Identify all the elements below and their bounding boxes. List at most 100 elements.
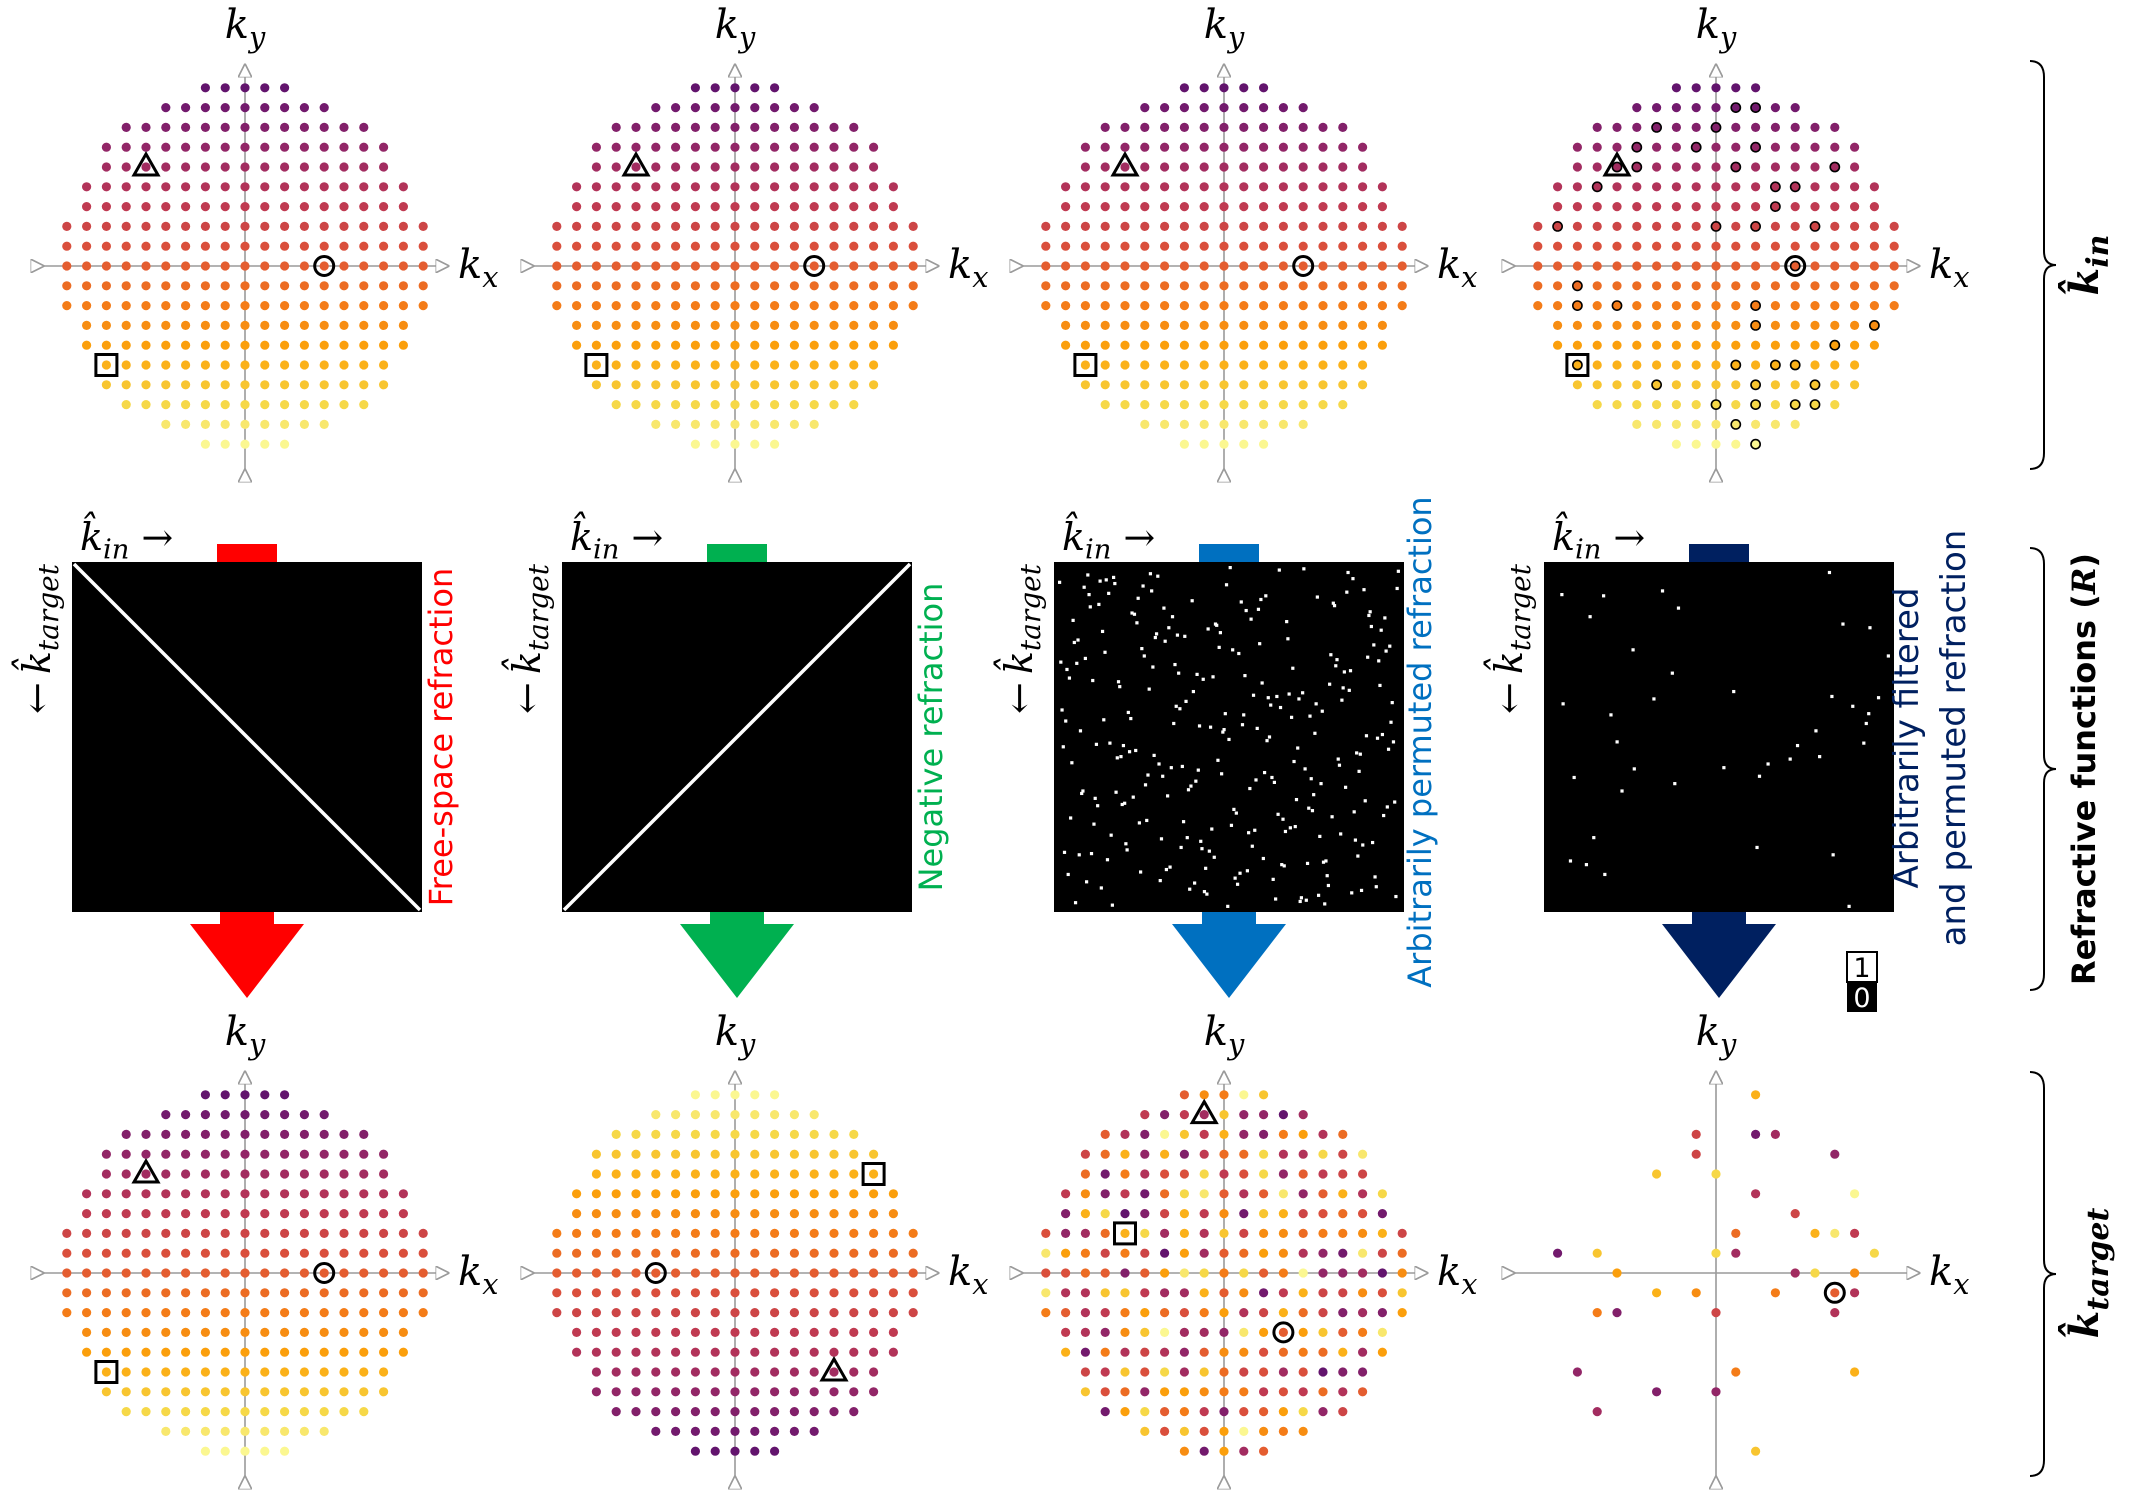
k-point: [1061, 281, 1071, 291]
k-point: [651, 340, 661, 350]
k-point: [181, 400, 191, 410]
k-point: [1592, 122, 1602, 132]
matrix-entry: [1201, 677, 1205, 681]
k-point: [1100, 162, 1110, 172]
k-point: [809, 221, 819, 231]
matrix-entry: [1070, 761, 1074, 765]
k-point: [1219, 182, 1229, 192]
k-point: [1298, 1367, 1308, 1377]
k-point: [1179, 1446, 1189, 1456]
k-point: [1120, 281, 1130, 291]
k-point: [829, 301, 839, 311]
matrix-entry: [1251, 693, 1256, 697]
matrix-entry: [1266, 696, 1270, 700]
k-point: [339, 1129, 349, 1139]
k-point: [240, 1268, 250, 1278]
k-point: [62, 221, 72, 231]
k-point: [319, 142, 329, 152]
k-point: [260, 1446, 270, 1456]
k-point: [141, 301, 151, 311]
k-point: [220, 1129, 230, 1139]
k-point: [1298, 1308, 1308, 1318]
k-point: [1140, 320, 1150, 330]
k-point: [730, 1446, 740, 1456]
matrix-entry: [1161, 774, 1165, 778]
k-point: [1731, 241, 1741, 251]
k-point: [1100, 301, 1110, 311]
k-point: [141, 1228, 151, 1238]
k-point: [1179, 122, 1189, 132]
k-point: [710, 241, 720, 251]
k-point: [1731, 221, 1741, 231]
k-point: [379, 162, 389, 172]
k-point: [1731, 281, 1741, 291]
k-point: [1789, 399, 1801, 410]
k-point: [710, 1090, 720, 1100]
k-point: [121, 1387, 131, 1397]
k-point: [299, 1288, 309, 1298]
k-point: [62, 1308, 72, 1318]
output-arrow-shaft: [710, 912, 764, 924]
k-point: [1179, 182, 1189, 192]
k-point: [398, 1347, 408, 1357]
matrix-entry: [1264, 594, 1268, 598]
matrix-entry: [1256, 607, 1261, 611]
k-point: [1120, 1129, 1130, 1139]
k-point: [1219, 241, 1229, 251]
k-point: [1358, 241, 1368, 251]
k-point: [1120, 1248, 1130, 1258]
k-point: [631, 1288, 641, 1298]
k-point: [1830, 360, 1840, 370]
k-point: [730, 1268, 740, 1278]
k-point: [1338, 142, 1348, 152]
k-point: [1080, 1367, 1090, 1377]
matrix-entry: [1168, 865, 1172, 869]
k-point: [82, 301, 92, 311]
matrix-entry: [1389, 720, 1393, 724]
k-point: [398, 1248, 408, 1258]
k-point: [1750, 141, 1761, 153]
k-point: [1199, 122, 1209, 132]
k-point: [1790, 380, 1800, 390]
k-point: [379, 380, 389, 390]
k-point: [1651, 379, 1662, 391]
matrix-entry: [1226, 904, 1230, 908]
k-point: [379, 142, 389, 152]
k-point: [651, 1407, 661, 1417]
k-point: [1179, 439, 1189, 449]
k-point: [280, 439, 290, 449]
ky-label: ky: [1696, 2, 1737, 54]
k-point: [1377, 340, 1387, 350]
k-point: [1731, 202, 1741, 212]
matrix-entry: [1058, 580, 1062, 584]
k-point: [1750, 319, 1761, 331]
circle-marker: [1292, 255, 1315, 277]
k-point: [908, 281, 918, 291]
ky-label: ky: [1204, 2, 1245, 54]
matrix-entry: [1121, 743, 1126, 748]
k-point: [710, 340, 720, 350]
k-point: [1100, 320, 1110, 330]
k-point: [1830, 202, 1840, 212]
k-point: [121, 1209, 131, 1219]
k-point: [260, 1268, 270, 1278]
k-point: [1120, 162, 1130, 172]
k-point: [789, 301, 800, 311]
k-point: [1100, 340, 1110, 350]
matrix-entry: [1173, 662, 1177, 667]
k-point: [1611, 161, 1623, 173]
k-point: [1298, 1407, 1308, 1417]
matrix-entry: [1096, 804, 1100, 808]
k-point: [829, 1367, 839, 1377]
k-point: [1850, 261, 1860, 271]
matrix-entry: [1632, 767, 1636, 771]
k-point: [1140, 340, 1150, 350]
k-point: [710, 103, 720, 113]
k-point: [869, 1209, 879, 1219]
k-point: [1338, 1367, 1348, 1377]
k-point: [82, 261, 92, 271]
colorbar-max-label: 1: [1853, 953, 1870, 984]
k-point: [280, 162, 290, 172]
k-point: [359, 1288, 369, 1298]
k-point: [770, 162, 780, 172]
